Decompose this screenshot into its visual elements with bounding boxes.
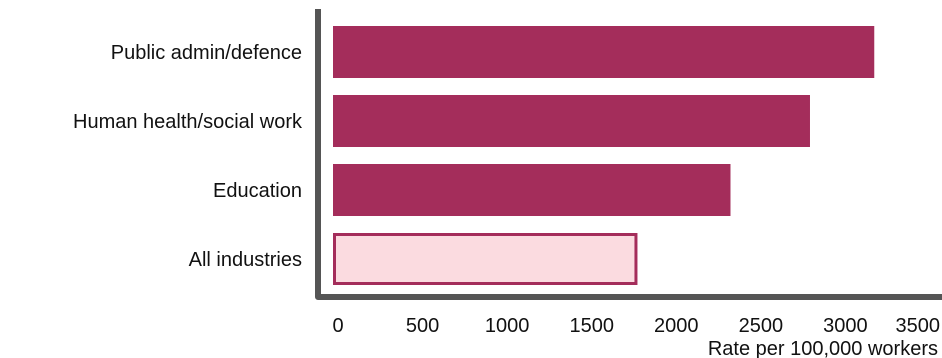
category-label: Human health/social work: [73, 111, 303, 133]
category-labels: Public admin/defence Human health/social …: [73, 42, 303, 271]
category-label: Education: [213, 180, 302, 202]
x-tick-label: 3000: [823, 315, 868, 337]
bar-human-health-social-work: [333, 95, 810, 147]
x-tick-label: 2000: [654, 315, 699, 337]
x-tick-label: 2500: [739, 315, 784, 337]
bars-group: [333, 26, 875, 285]
bar-public-admin-defence: [333, 26, 875, 78]
x-tick-labels: 0 500 1000 1500 2000 2500 3000 3500: [332, 315, 940, 337]
x-tick-label: 3500: [896, 315, 941, 337]
x-tick-label: 0: [332, 315, 343, 337]
x-axis-title: Rate per 100,000 workers: [708, 338, 938, 358]
x-tick-label: 1000: [485, 315, 530, 337]
axis-line: [315, 9, 942, 300]
category-label: All industries: [189, 249, 302, 271]
bar-education: [333, 164, 731, 216]
x-tick-label: 500: [406, 315, 439, 337]
category-label: Public admin/defence: [111, 42, 302, 64]
bar-all-industries: [333, 233, 638, 285]
x-tick-label: 1500: [569, 315, 614, 337]
